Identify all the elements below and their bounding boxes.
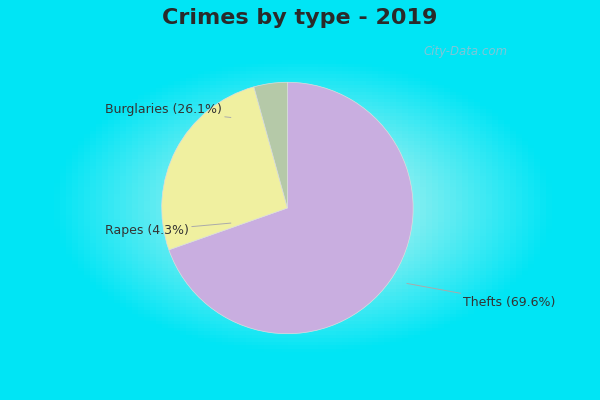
Text: Rapes (4.3%): Rapes (4.3%) — [105, 223, 231, 237]
Text: Thefts (69.6%): Thefts (69.6%) — [407, 284, 556, 309]
Wedge shape — [254, 82, 287, 208]
Text: City-Data.com: City-Data.com — [424, 44, 508, 58]
Text: Burglaries (26.1%): Burglaries (26.1%) — [105, 104, 231, 118]
Wedge shape — [162, 87, 287, 250]
Text: Crimes by type - 2019: Crimes by type - 2019 — [163, 8, 437, 28]
Wedge shape — [169, 82, 413, 334]
